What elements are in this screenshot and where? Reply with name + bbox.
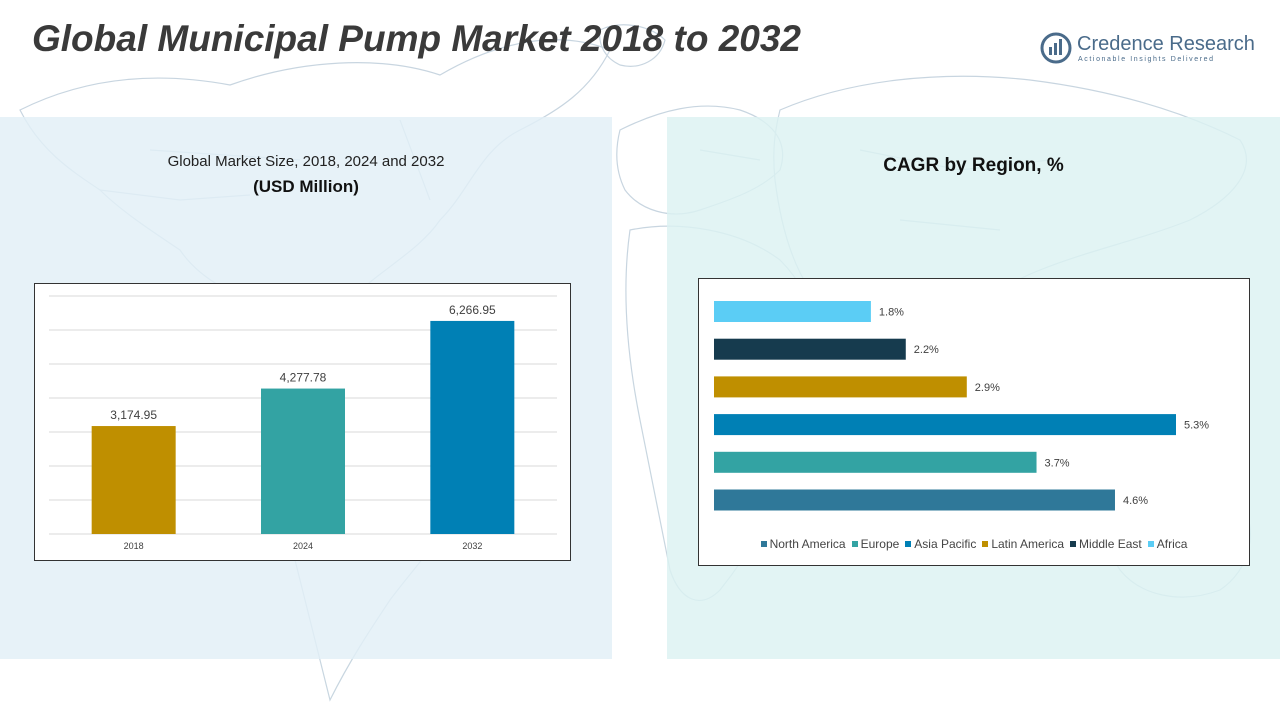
legend-item-latin-america: Latin America [982,537,1064,551]
brand-name: Credence Research [1077,33,1255,55]
market-size-unit: (USD Million) [253,177,359,196]
data-label-asia-pacific: 5.3% [1184,420,1209,432]
cagr-title: CAGR by Region, % [883,155,1064,176]
market-size-panel: Global Market Size, 2018, 2024 and 2032 … [0,117,612,659]
cagr-legend: North America Europe Asia Pacific Latin Ame… [699,537,1249,551]
cagr-chart-frame: 1.8% 2.2% 2.9% 5.3% 3.7% 4.6% North America Eu… [698,278,1250,566]
legend-label: Europe [860,537,900,551]
legend-item-middle-east: Middle East [1070,537,1142,551]
cagr-panel: CAGR by Region, % 1.8% 2.2% 2.9% 5.3% 3.7% 4.… [667,117,1280,659]
legend-swatch [1070,541,1077,547]
market-size-title: Global Market Size, 2018, 2024 and 2032 [167,153,445,170]
legend-swatch [905,541,912,547]
bar-2018 [91,426,176,534]
brand-logo: Credence Research Actionable Insights De… [1040,30,1260,70]
legend-label: Middle East [1079,537,1142,551]
x-tick-label-2018: 2018 [124,541,144,551]
legend-item-europe: Europe [851,537,900,551]
bar-middle-east [714,338,906,360]
legend-item-north-america: North America [760,537,846,551]
legend-label: North America [769,537,846,551]
page-title: Global Municipal Pump Market 2018 to 203… [32,18,802,59]
data-label-middle-east: 2.2% [914,344,939,356]
bar-2024 [261,388,345,534]
data-label-africa: 1.8% [879,307,904,319]
legend-item-africa: Africa [1147,537,1188,551]
credence-logo-icon [1040,32,1072,64]
bar-latin-america [714,376,967,398]
legend-swatch [851,541,858,547]
legend-item-asia-pacific: Asia Pacific [905,537,976,551]
data-label-2018: 3,174.95 [110,408,157,422]
data-label-2032: 6,266.95 [449,303,496,317]
bar-north-america [714,489,1115,511]
market-size-bar-chart: 3,174.95 2018 4,277.78 2024 6,266.95 2032 [49,295,557,551]
legend-swatch [982,541,989,547]
x-tick-label-2032: 2032 [462,541,482,551]
bar-2032 [430,320,515,534]
legend-swatch [760,541,767,547]
bar-asia-pacific [714,414,1176,436]
data-label-latin-america: 2.9% [975,382,1000,394]
data-label-2024: 4,277.78 [280,371,327,385]
data-label-north-america: 4.6% [1123,495,1148,507]
legend-label: Africa [1156,537,1188,551]
legend-label: Latin America [991,537,1065,551]
cagr-horizontal-bar-chart: 1.8% 2.2% 2.9% 5.3% 3.7% 4.6% [714,301,1209,511]
bar-africa [714,301,871,322]
bar-europe [714,451,1037,473]
data-label-europe: 3.7% [1045,457,1070,469]
legend-label: Asia Pacific [914,537,977,551]
x-tick-label-2024: 2024 [293,541,313,551]
market-size-chart-frame: 3,174.95 2018 4,277.78 2024 6,266.95 2032 [34,283,571,561]
brand-tagline: Actionable Insights Delivered [1078,56,1215,63]
legend-swatch [1147,541,1154,547]
